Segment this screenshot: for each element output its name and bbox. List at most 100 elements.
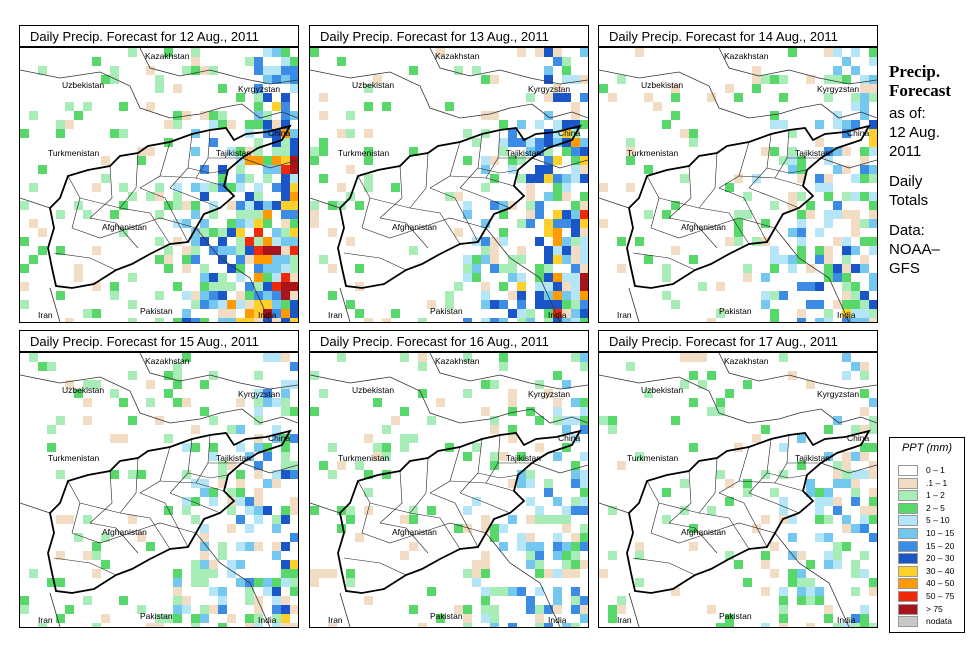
precip-cell: [263, 156, 272, 165]
precip-cell: [191, 210, 200, 219]
country-label: Iran: [328, 310, 343, 320]
precip-cell: [553, 48, 562, 57]
country-label: Kyrgyzstan: [528, 389, 570, 399]
precip-cell: [110, 66, 119, 75]
precip-cell: [463, 129, 472, 138]
precip-cell: [481, 219, 490, 228]
precip-cell: [227, 425, 236, 434]
country-label: Kyrgyzstan: [817, 84, 859, 94]
legend-swatch: [898, 591, 918, 602]
totals-line2: Totals: [889, 192, 929, 209]
precip-cell: [806, 623, 815, 627]
precip-cell: [290, 228, 298, 237]
precip-cell: [553, 291, 562, 300]
precip-cell: [191, 291, 200, 300]
precip-cell: [254, 443, 263, 452]
precip-cell: [373, 398, 382, 407]
precip-cell: [526, 138, 535, 147]
precip-cell: [200, 318, 209, 322]
precip-cell: [245, 255, 254, 264]
precip-cell: [608, 605, 617, 614]
precip-cell: [689, 398, 698, 407]
precip-cell: [842, 75, 851, 84]
province-line: [343, 252, 407, 271]
country-label: China: [847, 433, 869, 443]
precip-cell: [463, 210, 472, 219]
precip-cell: [833, 201, 842, 210]
precip-cell: [535, 201, 544, 210]
precip-cell: [824, 605, 833, 614]
precip-cell: [770, 264, 779, 273]
precip-cell: [580, 353, 588, 362]
precip-cell: [499, 138, 508, 147]
precip-cell: [364, 102, 373, 111]
precip-cell: [254, 147, 263, 156]
precip-cell: [263, 587, 272, 596]
precip-cell: [544, 156, 553, 165]
precip-cell: [788, 147, 797, 156]
precip-cell: [526, 605, 535, 614]
precip-cell: [245, 174, 254, 183]
precip-cell: [346, 237, 355, 246]
province-line: [379, 165, 403, 219]
precip-cell: [508, 264, 517, 273]
precip-cell: [580, 542, 588, 551]
precip-cell: [869, 443, 877, 452]
precip-cell: [851, 524, 860, 533]
precip-cell: [254, 614, 263, 623]
precip-cell: [851, 488, 860, 497]
legend-swatch: [898, 578, 918, 590]
province-line: [195, 434, 211, 484]
precip-cell: [580, 470, 588, 479]
province-line: [409, 152, 429, 209]
precip-cell: [272, 237, 281, 246]
precip-cell: [290, 497, 298, 506]
precip-cell: [743, 479, 752, 488]
precip-cell: [860, 470, 869, 479]
province-line: [766, 472, 808, 479]
country-label: India: [548, 310, 567, 320]
province-line: [449, 480, 515, 492]
precip-cell: [182, 66, 191, 75]
precip-cell: [842, 57, 851, 66]
precip-cell: [842, 192, 851, 201]
province-lines: [53, 129, 242, 271]
precip-cell: [281, 596, 290, 605]
precip-cell: [463, 614, 472, 623]
precip-cell: [83, 380, 92, 389]
precip-cell: [146, 542, 155, 551]
precip-cell: [227, 282, 236, 291]
precip-cell: [571, 111, 580, 120]
precip-cell: [272, 165, 281, 174]
precip-cell: [860, 255, 869, 264]
precip-cell: [680, 380, 689, 389]
precip-cell: [535, 587, 544, 596]
border-line: [195, 532, 271, 627]
precip-cell: [200, 551, 209, 560]
precip-cell: [860, 75, 869, 84]
precip-cell: [209, 416, 218, 425]
precip-map: Uzbekistan Kazakhstan Kyrgyzstan Turkmenist…: [598, 47, 878, 323]
precip-cell: [236, 560, 245, 569]
precip-cell: [860, 318, 869, 322]
precip-cell: [788, 515, 797, 524]
precip-cell: [770, 488, 779, 497]
province-line: [477, 167, 519, 174]
precip-cell: [770, 542, 779, 551]
precip-cell: [155, 318, 164, 322]
precip-cell: [824, 488, 833, 497]
precip-cell: [553, 452, 562, 461]
precip-cell: [842, 470, 851, 479]
precip-cell: [869, 120, 877, 129]
precip-cell: [481, 75, 490, 84]
precip-cell: [779, 470, 788, 479]
precip-cell: [725, 479, 734, 488]
precip-cell: [128, 273, 137, 282]
precip-cell: [635, 578, 644, 587]
precip-cell: [851, 192, 860, 201]
legend-label: nodata: [926, 616, 952, 627]
precip-cell: [272, 623, 281, 627]
precip-cell: [337, 57, 346, 66]
precip-cell: [580, 398, 588, 407]
precip-cell: [310, 506, 319, 515]
